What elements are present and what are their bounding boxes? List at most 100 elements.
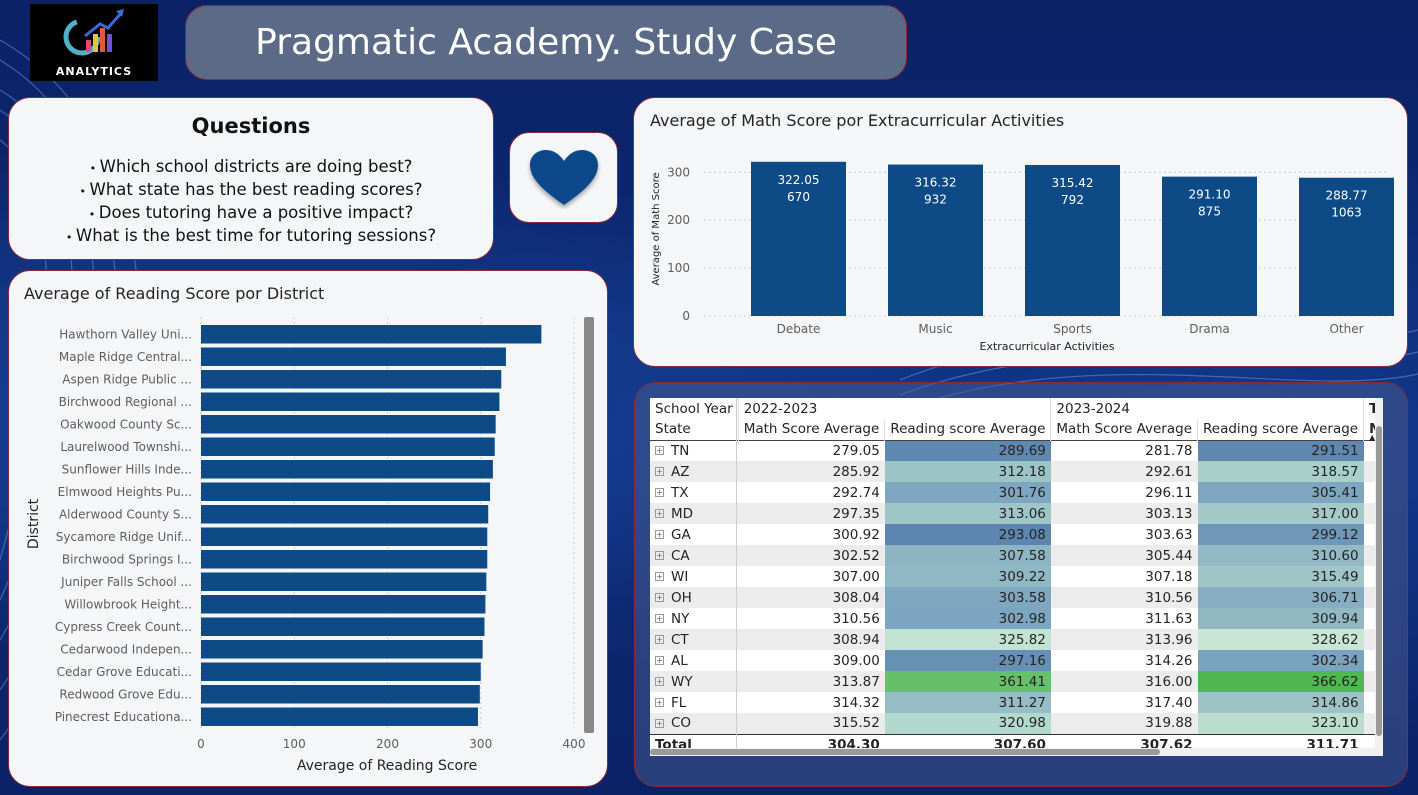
math-2023-cell: 307.18: [1050, 566, 1198, 587]
reading-2023-cell: 318.57: [1197, 461, 1364, 482]
math-2023-cell: 319.88: [1050, 713, 1198, 734]
bar: [1299, 177, 1394, 316]
expand-icon[interactable]: +: [655, 551, 664, 560]
table-row[interactable]: + NY 310.56 302.98 311.63 309.94: [650, 608, 1383, 629]
table-row[interactable]: + WI 307.00 309.22 307.18 315.49: [650, 566, 1383, 587]
expand-icon[interactable]: +: [655, 467, 664, 476]
state-cell[interactable]: + GA: [650, 524, 739, 545]
state-cell[interactable]: + TX: [650, 482, 739, 503]
state-cell[interactable]: + CO: [650, 713, 739, 734]
table-row[interactable]: + TX 292.74 301.76 296.11 305.41: [650, 482, 1383, 503]
state-column-header[interactable]: State: [650, 419, 739, 440]
y-axis-title: Average of Math Score: [651, 172, 662, 285]
district-label: Pinecrest Educationa...: [55, 710, 192, 724]
x-axis-title: Average of Reading Score: [297, 758, 477, 774]
table-row[interactable]: + MD 297.35 313.06 303.13 317.00: [650, 503, 1383, 524]
vertical-scrollbar[interactable]: [584, 317, 594, 733]
expand-icon[interactable]: +: [655, 677, 664, 686]
reading-2022-cell: 293.08: [884, 524, 1051, 545]
math-avg-header-2022[interactable]: Math Score Average: [738, 419, 886, 440]
bar: [201, 370, 502, 389]
expand-icon[interactable]: +: [655, 530, 664, 539]
horizontal-scrollbar[interactable]: [650, 748, 1375, 756]
state-cell[interactable]: + TN: [650, 440, 739, 461]
bar: [201, 392, 500, 411]
reading-2023-cell: 309.94: [1197, 608, 1364, 629]
expand-icon[interactable]: +: [655, 446, 664, 456]
state-cell[interactable]: + OH: [650, 587, 739, 608]
reading-2022-cell: 320.98: [884, 713, 1051, 734]
expand-icon[interactable]: +: [655, 593, 664, 602]
table-row[interactable]: + FL 314.32 311.27 317.40 314.86: [650, 692, 1383, 713]
expand-icon[interactable]: +: [655, 635, 664, 644]
bar: [201, 707, 478, 726]
state-cell[interactable]: + AL: [650, 650, 739, 671]
state-cell[interactable]: + CA: [650, 545, 739, 566]
reading-chart-title: Average of Reading Score por District: [24, 284, 325, 303]
bar-value-label: 316.32: [915, 176, 957, 190]
state-label: AZ: [671, 463, 690, 480]
table-row[interactable]: + CA 302.52 307.58 305.44 310.60: [650, 545, 1383, 566]
expand-icon[interactable]: +: [655, 656, 664, 665]
table-row[interactable]: + OH 308.04 303.58 310.56 306.71: [650, 587, 1383, 608]
expand-icon[interactable]: +: [655, 718, 664, 728]
reading-2023-cell: 366.62: [1197, 671, 1364, 692]
reading-2022-cell: 311.27: [884, 692, 1051, 713]
table-row[interactable]: + GA 300.92 293.08 303.63 299.12: [650, 524, 1383, 545]
bar-count-label: 932: [924, 193, 947, 207]
vertical-scrollbar[interactable]: [1375, 398, 1383, 756]
reading-2022-cell: 301.76: [884, 482, 1051, 503]
bar: [201, 550, 488, 569]
column-divider: [736, 398, 737, 756]
bar: [201, 437, 495, 456]
expand-icon[interactable]: +: [655, 509, 664, 518]
state-cell[interactable]: + WY: [650, 671, 739, 692]
reading-2023-cell: 291.51: [1197, 440, 1364, 461]
heart-card[interactable]: [509, 132, 618, 223]
x-tick-label: Debate: [777, 322, 821, 336]
bar-count-label: 792: [1061, 193, 1084, 207]
reading-2023-cell: 328.62: [1197, 629, 1364, 650]
bar-value-label: 315.42: [1052, 176, 1094, 190]
reading-2023-cell: 305.41: [1197, 482, 1364, 503]
reading-avg-header-2022[interactable]: Reading score Average: [884, 419, 1052, 440]
table-row[interactable]: + TN 279.05 289.69 281.78 291.51: [650, 440, 1383, 461]
reading-2022-cell: 325.82: [884, 629, 1051, 650]
vertical-scrollbar-thumb[interactable]: [1376, 426, 1382, 736]
reading-2023-cell: 306.71: [1197, 587, 1364, 608]
question-item: Does tutoring have a positive impact?: [9, 202, 493, 225]
sort-ascending-icon[interactable]: ▲: [1369, 433, 1376, 442]
math-avg-header-2023[interactable]: Math Score Average: [1050, 419, 1199, 440]
state-cell[interactable]: + NY: [650, 608, 739, 629]
table-row[interactable]: + AL 309.00 297.16 314.26 302.34: [650, 650, 1383, 671]
table-row[interactable]: + CT 308.94 325.82 313.96 328.62: [650, 629, 1383, 650]
table-row[interactable]: + WY 313.87 361.41 316.00 366.62: [650, 671, 1383, 692]
year-header-2022[interactable]: 2022-2023: [738, 398, 1052, 419]
district-label: Juniper Falls School ...: [60, 575, 192, 589]
reading-2023-cell: 317.00: [1197, 503, 1364, 524]
expand-icon[interactable]: +: [655, 488, 664, 497]
bar: [1162, 176, 1257, 316]
analytics-logo: ANALYTICS: [30, 4, 158, 81]
math-2023-cell: 314.26: [1050, 650, 1198, 671]
horizontal-scrollbar-thumb[interactable]: [650, 749, 1160, 755]
table-row[interactable]: + CO 315.52 320.98 319.88 323.10: [650, 713, 1383, 734]
state-cell[interactable]: + WI: [650, 566, 739, 587]
state-label: CO: [671, 715, 692, 732]
reading-2022-cell: 307.58: [884, 545, 1051, 566]
district-label: Elmwood Heights Pu...: [58, 485, 192, 499]
reading-avg-header-2023[interactable]: Reading score Average: [1197, 419, 1365, 440]
district-label: Maple Ridge Central...: [59, 350, 192, 364]
year-header-2023[interactable]: 2023-2024: [1050, 398, 1365, 419]
bar: [201, 325, 542, 344]
expand-icon[interactable]: +: [655, 698, 664, 707]
state-cell[interactable]: + MD: [650, 503, 739, 524]
state-matrix[interactable]: School Year 2022-2023 2023-2024 Total St…: [650, 398, 1383, 756]
expand-icon[interactable]: +: [655, 572, 664, 581]
table-row[interactable]: + AZ 285.92 312.18 292.61 318.57: [650, 461, 1383, 482]
math-2023-cell: 305.44: [1050, 545, 1198, 566]
state-cell[interactable]: + AZ: [650, 461, 739, 482]
state-cell[interactable]: + CT: [650, 629, 739, 650]
state-cell[interactable]: + FL: [650, 692, 739, 713]
expand-icon[interactable]: +: [655, 614, 664, 623]
